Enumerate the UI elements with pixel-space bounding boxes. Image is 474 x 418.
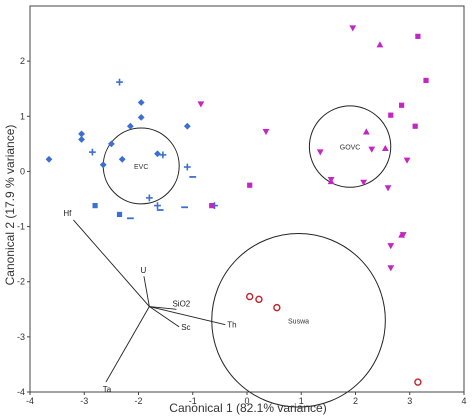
data-point-square <box>415 33 421 39</box>
data-point-diamond <box>137 113 145 121</box>
vector-line <box>73 219 150 307</box>
x-tick-label: -3 <box>80 396 88 406</box>
data-points <box>45 25 429 386</box>
data-point-square <box>92 203 98 209</box>
data-point-triangle-down <box>384 185 392 192</box>
biplot-vectors: Hf U SiO2 Th Sc Ta <box>63 209 236 394</box>
y-axis: -4 -3 -2 -1 0 1 2 <box>17 56 30 397</box>
x-tick-label: 4 <box>461 396 466 406</box>
data-point-diamond <box>137 99 145 106</box>
data-point-circle <box>414 378 422 386</box>
y-tick-label: -3 <box>17 332 25 342</box>
vector-line <box>143 276 150 307</box>
data-point-triangle-down <box>316 149 324 156</box>
data-point-square <box>388 112 394 118</box>
vector-label: Sc <box>181 323 190 332</box>
data-point-plus <box>88 148 96 156</box>
data-point-plus <box>145 194 153 202</box>
group-circle <box>308 105 392 188</box>
data-point-triangle-up <box>381 144 389 151</box>
vector-label: Th <box>227 321 236 330</box>
data-point-circle <box>255 295 263 304</box>
x-axis-title: Canonical 1 (82.1% variance) <box>169 401 326 415</box>
data-point-square <box>423 77 429 84</box>
data-point-plus <box>183 163 191 171</box>
data-point-plus <box>116 78 123 86</box>
data-point-diamond <box>183 122 191 130</box>
data-point-triangle-down <box>262 129 270 136</box>
data-point-triangle-down <box>360 179 368 186</box>
data-point-triangle-up <box>376 41 384 48</box>
data-point-diamond <box>107 140 115 148</box>
vector-label: Hf <box>63 209 72 218</box>
data-point-circle <box>273 303 281 312</box>
data-point-diamond <box>118 155 126 163</box>
y-axis-title: Canonical 2 (17.9 % variance) <box>3 125 17 286</box>
data-point-triangle-down <box>349 25 357 32</box>
data-point-triangle-up <box>398 231 406 238</box>
x-tick-label: -2 <box>134 396 142 406</box>
data-point-diamond <box>45 155 53 163</box>
vector-label: U <box>141 266 147 275</box>
data-point-triangle-down <box>387 243 395 250</box>
data-point-triangle-down <box>387 265 395 272</box>
data-point-square <box>412 123 418 129</box>
y-tick-label: -1 <box>17 222 25 232</box>
group-circles: EVC GOVC Suswa <box>102 105 392 408</box>
group-circle-label: EVC <box>134 164 148 171</box>
data-point-triangle-up <box>362 128 370 135</box>
group-circle-label: Suswa <box>288 318 309 325</box>
data-point-triangle-down <box>403 157 411 164</box>
data-point-diamond <box>126 122 134 130</box>
vector-label: Ta <box>103 385 112 394</box>
y-tick-label: -4 <box>17 387 25 397</box>
vector-label: SiO2 <box>172 299 190 308</box>
y-tick-label: -2 <box>17 277 25 287</box>
group-circle-label: GOVC <box>340 145 361 152</box>
data-point-triangle-down <box>197 101 205 108</box>
vector-line <box>105 306 150 383</box>
data-point-diamond <box>78 136 85 143</box>
data-point-triangle-up <box>327 177 335 185</box>
group-circle <box>211 233 386 408</box>
y-tick-label: 1 <box>20 111 25 121</box>
data-point-square <box>247 182 253 188</box>
vector-line <box>149 306 180 328</box>
data-point-circle <box>246 292 254 301</box>
y-tick-label: 2 <box>20 56 25 66</box>
data-point-square <box>399 102 405 108</box>
x-tick-label: 0 <box>244 396 249 406</box>
x-tick-label: 3 <box>407 396 412 406</box>
x-tick-label: -4 <box>26 396 34 406</box>
data-point-plus <box>154 202 161 210</box>
x-tick-label: 1 <box>299 396 304 406</box>
data-point-diamond <box>154 150 161 158</box>
x-tick-label: -1 <box>189 396 197 406</box>
x-tick-label: 2 <box>353 396 358 406</box>
data-point-square <box>116 211 123 218</box>
data-point-diamond <box>78 130 85 138</box>
data-point-square <box>209 203 215 209</box>
x-axis: -4 -3 -2 -1 0 1 2 3 4 <box>26 392 467 406</box>
y-tick-label: 0 <box>20 166 25 176</box>
data-point-triangle-down <box>368 146 376 153</box>
data-point-plus <box>159 151 167 159</box>
data-point-diamond <box>99 161 107 169</box>
plot-border <box>29 5 465 393</box>
plot-frame <box>29 5 465 393</box>
vector-line <box>149 306 177 310</box>
vector-line <box>149 306 226 326</box>
